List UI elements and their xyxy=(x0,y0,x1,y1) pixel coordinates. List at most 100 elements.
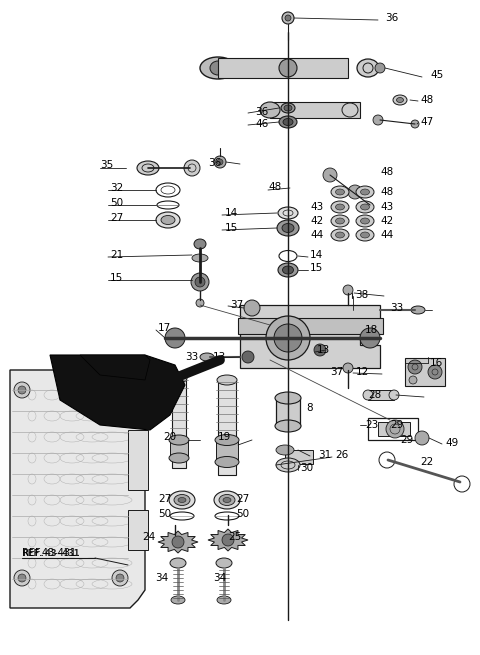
Circle shape xyxy=(274,324,302,352)
Text: 43: 43 xyxy=(310,202,323,212)
Bar xyxy=(218,380,236,475)
Circle shape xyxy=(14,570,30,586)
Ellipse shape xyxy=(363,390,373,400)
Text: 18: 18 xyxy=(365,325,378,335)
Text: 27: 27 xyxy=(158,494,171,504)
Circle shape xyxy=(222,534,234,546)
Ellipse shape xyxy=(284,105,292,111)
Text: 13: 13 xyxy=(317,345,330,355)
Text: 29: 29 xyxy=(400,435,413,445)
Circle shape xyxy=(408,360,422,374)
Ellipse shape xyxy=(260,102,280,118)
Circle shape xyxy=(242,351,254,363)
Text: 34: 34 xyxy=(155,573,168,583)
Circle shape xyxy=(409,376,417,384)
Ellipse shape xyxy=(336,204,345,210)
Ellipse shape xyxy=(169,453,189,463)
Ellipse shape xyxy=(210,61,226,75)
Text: 50: 50 xyxy=(110,198,123,208)
Polygon shape xyxy=(208,529,248,551)
Ellipse shape xyxy=(156,212,180,228)
Circle shape xyxy=(244,300,260,316)
Ellipse shape xyxy=(216,558,232,568)
Circle shape xyxy=(217,159,223,165)
Ellipse shape xyxy=(219,495,235,506)
Ellipse shape xyxy=(356,215,374,227)
Ellipse shape xyxy=(279,116,297,128)
Circle shape xyxy=(375,63,385,73)
Polygon shape xyxy=(240,305,380,368)
Text: 33: 33 xyxy=(185,352,198,362)
Bar xyxy=(128,430,148,490)
Ellipse shape xyxy=(217,596,231,604)
Text: 16: 16 xyxy=(430,358,443,368)
Text: 48: 48 xyxy=(380,167,393,177)
Ellipse shape xyxy=(223,498,231,502)
Text: 13: 13 xyxy=(213,352,226,362)
Text: 27: 27 xyxy=(110,213,123,223)
Bar xyxy=(285,450,313,464)
Circle shape xyxy=(266,316,310,360)
Circle shape xyxy=(116,574,124,582)
Bar xyxy=(218,58,348,78)
Ellipse shape xyxy=(276,445,294,455)
Bar xyxy=(128,510,148,550)
Ellipse shape xyxy=(396,98,404,102)
Ellipse shape xyxy=(336,232,345,238)
Text: REF.43-431: REF.43-431 xyxy=(22,548,80,557)
Ellipse shape xyxy=(276,458,300,472)
Ellipse shape xyxy=(178,498,186,502)
Text: 20: 20 xyxy=(163,432,176,442)
Ellipse shape xyxy=(194,239,206,249)
Ellipse shape xyxy=(389,390,399,400)
Bar xyxy=(405,358,445,386)
Circle shape xyxy=(386,420,404,438)
Text: 15: 15 xyxy=(225,223,238,233)
Ellipse shape xyxy=(275,420,301,432)
Text: 48: 48 xyxy=(268,182,281,192)
Ellipse shape xyxy=(200,57,236,79)
Ellipse shape xyxy=(331,215,349,227)
Text: 47: 47 xyxy=(420,117,433,127)
Bar xyxy=(270,102,360,118)
Circle shape xyxy=(172,536,184,548)
Ellipse shape xyxy=(278,263,298,277)
Circle shape xyxy=(282,12,294,24)
Circle shape xyxy=(285,15,291,21)
Circle shape xyxy=(428,365,442,379)
Text: 44: 44 xyxy=(380,230,393,240)
Circle shape xyxy=(196,299,204,307)
Circle shape xyxy=(348,185,362,199)
Bar xyxy=(368,390,394,400)
Text: 45: 45 xyxy=(430,70,443,80)
Text: 31: 31 xyxy=(318,450,331,460)
Circle shape xyxy=(112,570,128,586)
Text: 27: 27 xyxy=(236,494,249,504)
Text: 38: 38 xyxy=(355,290,368,300)
Circle shape xyxy=(415,431,429,445)
Ellipse shape xyxy=(169,435,189,445)
Text: 15: 15 xyxy=(110,273,123,283)
Ellipse shape xyxy=(360,189,370,195)
Text: 12: 12 xyxy=(356,367,369,377)
Text: 36: 36 xyxy=(255,107,268,117)
Text: 23: 23 xyxy=(365,420,378,430)
Ellipse shape xyxy=(283,266,293,274)
Text: 37: 37 xyxy=(230,300,243,310)
Ellipse shape xyxy=(215,457,239,468)
Ellipse shape xyxy=(411,306,425,314)
Ellipse shape xyxy=(281,103,295,113)
Ellipse shape xyxy=(200,353,214,361)
Text: 22: 22 xyxy=(420,457,433,467)
Text: 14: 14 xyxy=(225,208,238,218)
Ellipse shape xyxy=(336,189,345,195)
Text: 26: 26 xyxy=(335,450,348,460)
Ellipse shape xyxy=(170,558,186,568)
Bar xyxy=(378,422,410,436)
Text: 50: 50 xyxy=(158,509,171,519)
Ellipse shape xyxy=(278,207,298,219)
Ellipse shape xyxy=(342,103,358,117)
Circle shape xyxy=(191,273,209,291)
Circle shape xyxy=(360,328,380,348)
Bar xyxy=(368,418,418,440)
